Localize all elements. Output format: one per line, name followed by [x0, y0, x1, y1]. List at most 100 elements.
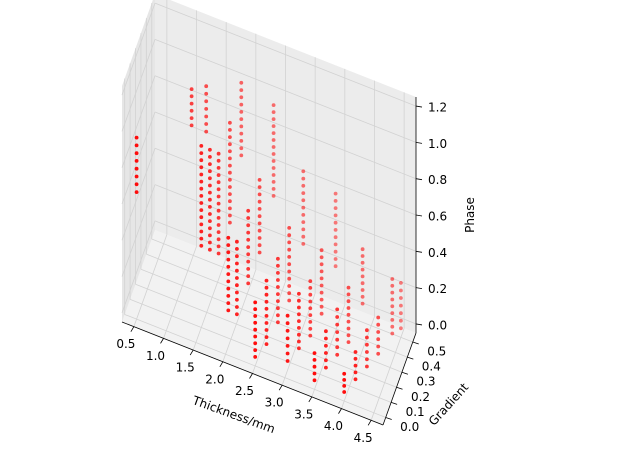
data-point-c21-p6	[208, 205, 212, 209]
z-tick-label-6: 1.2	[428, 101, 447, 115]
data-point-c10-p0	[257, 250, 262, 255]
data-point-c28-p6	[226, 264, 231, 269]
y-tick-mark-3	[401, 371, 409, 375]
data-point-c5-p6	[390, 290, 395, 295]
data-point-c2-p1	[271, 187, 276, 191]
data-point-c19-p3	[335, 330, 340, 334]
data-point-c27-p2	[353, 363, 358, 368]
data-point-c5-p5	[390, 297, 395, 302]
x-tick-label-5: 3.0	[265, 396, 284, 410]
data-point-c21-p11	[208, 169, 212, 174]
x-tick-label-2: 1.5	[176, 361, 195, 375]
data-point-c2-p6	[271, 152, 276, 156]
data-point-c2-p5	[271, 159, 276, 163]
data-point-c26-p4	[324, 336, 328, 341]
grid-x-floor-7	[341, 316, 375, 409]
data-point-c9-p3	[228, 199, 232, 204]
data-point-c26-p2	[324, 351, 328, 355]
data-point-c24-p8	[235, 254, 239, 259]
y-tick-label-5: 0.5	[427, 345, 446, 359]
data-point-c25-p0	[264, 342, 269, 346]
data-point-c11-p10	[287, 226, 292, 230]
z-tick-label-0: 0.0	[428, 318, 447, 332]
data-point-c3-p3	[301, 220, 306, 225]
data-point-c8-p3	[204, 107, 209, 111]
data-point-c6-p0	[239, 153, 244, 158]
data-point-c31-p2	[253, 341, 258, 346]
grid-x-floor-0	[133, 234, 168, 327]
data-point-c14-p1	[189, 116, 194, 120]
data-point-c3-p10	[301, 169, 306, 174]
data-point-c11-p2	[287, 284, 292, 288]
data-point-c18-p3	[276, 299, 280, 303]
data-point-c17-p1	[246, 274, 251, 278]
data-point-c23-p1	[199, 236, 204, 241]
data-point-c23-p5	[199, 208, 204, 213]
data-point-c0-p4	[333, 235, 338, 240]
data-point-c14-p2	[189, 108, 194, 113]
z-tick-mark-1	[415, 287, 423, 290]
grid-z-back-2	[154, 147, 417, 252]
grid-x-floor-2	[192, 257, 227, 351]
z-tick-mark-6	[415, 105, 423, 108]
data-point-c9-p2	[228, 206, 232, 211]
data-point-c23-p8	[199, 186, 204, 191]
data-point-c23-p12	[199, 158, 204, 163]
data-point-c21-p14	[208, 147, 212, 152]
data-point-c10-p3	[257, 228, 262, 233]
data-point-c9-p8	[228, 163, 232, 168]
data-point-c1-p0	[399, 326, 403, 331]
x-tick-label-1: 1.0	[146, 349, 165, 363]
data-point-c18-p2	[276, 306, 280, 311]
data-point-c2-p2	[271, 180, 276, 184]
data-point-c12-p7	[346, 292, 351, 297]
data-point-c12-p4	[346, 312, 351, 317]
data-point-c20-p2	[365, 350, 369, 354]
data-point-c21-p13	[208, 155, 212, 159]
data-point-c0-p6	[333, 220, 338, 225]
data-point-c33-p3	[342, 371, 347, 376]
data-point-c23-p11	[199, 165, 204, 170]
data-point-c9-p12	[228, 135, 232, 140]
x-tick-mark-5	[278, 384, 283, 391]
data-point-c26-p5	[324, 329, 328, 334]
data-point-c6-p8	[239, 95, 244, 100]
data-point-c32-p4	[312, 351, 317, 355]
data-point-c18-p4	[276, 292, 280, 296]
data-point-c5-p2	[390, 318, 395, 322]
data-point-c7-p2	[319, 297, 324, 302]
grid-y-floor-1	[129, 299, 392, 403]
data-point-c1-p6	[399, 281, 403, 285]
data-point-c20-p0	[365, 364, 369, 369]
data-point-c15-p8	[308, 279, 313, 283]
data-point-c13-p5	[376, 315, 381, 320]
data-point-c32-p3	[312, 358, 317, 362]
data-point-c22-p8	[297, 291, 301, 296]
data-point-c16-p13	[216, 158, 221, 163]
grid-z-left-0	[121, 220, 156, 314]
data-point-c1-p1	[399, 318, 403, 323]
data-point-c29-p5	[285, 321, 290, 326]
data-point-c21-p8	[208, 190, 212, 195]
data-point-c24-p1	[235, 305, 239, 309]
grid-z-back-3	[154, 111, 417, 216]
data-point-c8-p1	[204, 122, 209, 126]
data-point-c29-p6	[285, 313, 290, 318]
data-point-c31-p7	[253, 307, 258, 312]
data-point-c16-p2	[216, 237, 221, 242]
data-point-c25-p1	[264, 335, 269, 339]
data-point-c32-p2	[312, 364, 317, 369]
data-point-c8-p2	[204, 114, 209, 119]
data-point-c6-p1	[239, 146, 244, 151]
data-point-c1-p4	[399, 296, 403, 300]
data-point-c20-p4	[365, 335, 369, 340]
data-point-c5-p1	[390, 324, 395, 329]
data-point-c0-p2	[333, 249, 338, 254]
data-point-c0-p10	[333, 191, 338, 196]
y-tick-label-0: 0.0	[400, 420, 419, 434]
data-point-c18-p9	[276, 256, 280, 261]
data-point-c7-p4	[319, 283, 324, 288]
data-point-c26-p3	[324, 343, 328, 348]
data-point-c21-p10	[208, 176, 212, 181]
data-point-c9-p0	[228, 220, 232, 225]
